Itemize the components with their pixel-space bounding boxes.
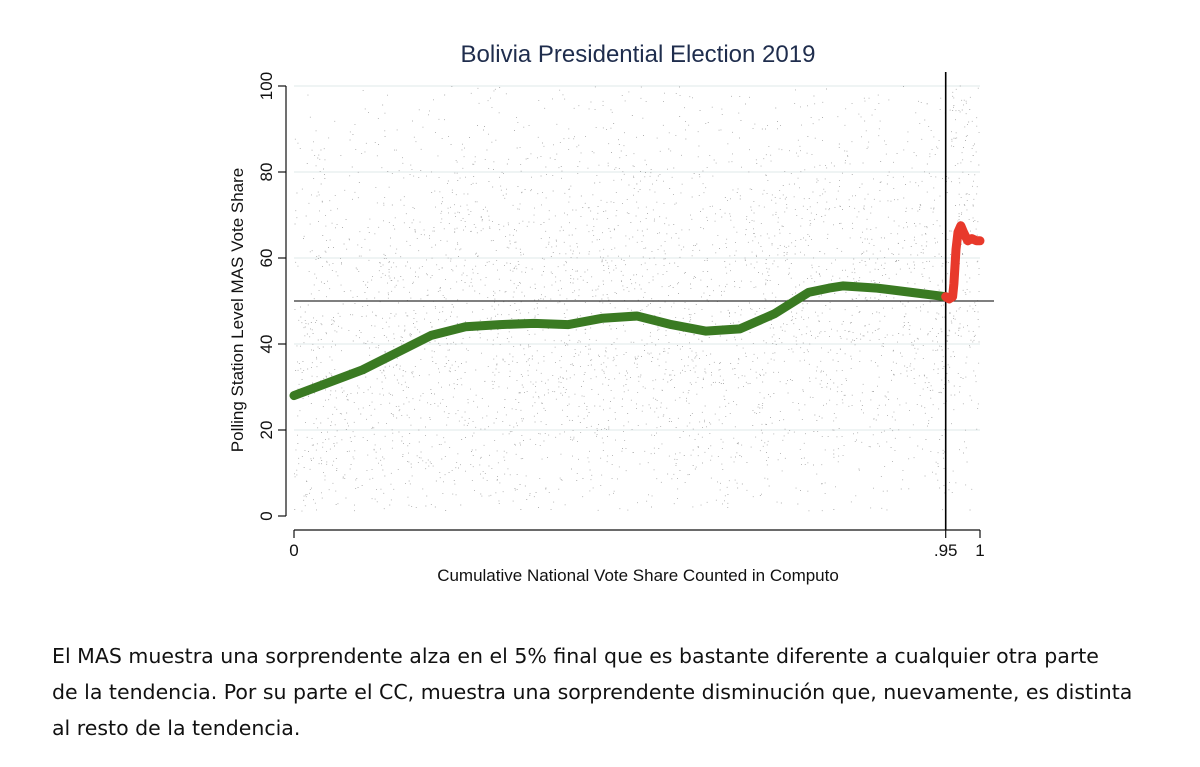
chart-title: Bolivia Presidential Election 2019 <box>461 41 816 68</box>
x-axis-ticks: 0 .95 1 <box>289 530 985 560</box>
scatter-points <box>294 85 980 512</box>
chart-figure: Bolivia Presidential Election 2019 0 20 40… <box>228 41 994 585</box>
scatter-cloud <box>294 85 980 512</box>
caption-line-2: de la tendencia. Por su parte el CC, mue… <box>52 680 1133 704</box>
reference-lines <box>294 72 994 530</box>
caption-text: El MAS muestra una sorprendente alza en … <box>52 638 1182 746</box>
y-tick-label-60: 60 <box>257 249 276 268</box>
y-axis-label: Polling Station Level MAS Vote Share <box>228 168 247 452</box>
y-tick-label-0: 0 <box>257 511 276 520</box>
caption-line-3: al resto de la tendencia. <box>52 716 301 740</box>
x-tick-label-1: 1 <box>975 541 984 560</box>
y-tick-label-80: 80 <box>257 163 276 182</box>
y-tick-label-40: 40 <box>257 335 276 354</box>
series-line-1 <box>289 281 951 401</box>
fit-lines <box>289 221 985 401</box>
y-tick-label-20: 20 <box>257 421 276 440</box>
y-axis-ticks: 0 20 40 60 80 100 <box>257 72 286 521</box>
caption-line-1: El MAS muestra una sorprendente alza en … <box>52 644 1099 668</box>
x-tick-label-0: 0 <box>289 541 298 560</box>
x-tick-label-.95: .95 <box>934 541 958 560</box>
x-axis-label: Cumulative National Vote Share Counted i… <box>437 566 839 585</box>
y-tick-label-100: 100 <box>257 72 276 100</box>
series-line-2 <box>941 221 985 304</box>
axes <box>285 86 980 531</box>
